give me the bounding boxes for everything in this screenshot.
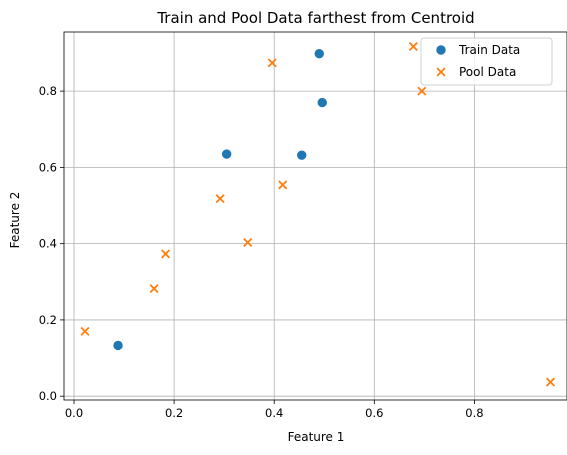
x-marker-stroke — [149, 284, 159, 294]
y-tick-label: 0.4 — [39, 237, 57, 251]
y-axis-ticks: 0.0 0.2 0.4 0.6 0.8 — [39, 84, 64, 403]
pool-data-point — [243, 237, 253, 248]
legend-label-train-data: Train Data — [458, 43, 520, 57]
pool-data-point — [417, 86, 427, 96]
x-marker-stroke — [243, 237, 253, 248]
x-marker-stroke — [408, 41, 418, 52]
legend: Train Data Pool Data — [420, 37, 553, 86]
x-marker-stroke — [545, 377, 556, 387]
x-marker-stroke — [80, 326, 90, 336]
pool-data-point — [267, 58, 277, 68]
y-tick-label: 0.6 — [39, 160, 57, 174]
x-marker-stroke — [215, 194, 225, 204]
x-tick-label: 0.6 — [365, 406, 383, 420]
pool-data-point — [545, 377, 556, 387]
train-data-point — [221, 149, 232, 159]
plot-frame — [63, 31, 567, 401]
y-tick-label: 0.8 — [39, 84, 57, 98]
pool-data-point — [80, 326, 90, 336]
x-marker-stroke — [278, 180, 288, 190]
pool-data-point — [149, 284, 159, 294]
x-marker-stroke — [417, 86, 427, 96]
pool-data-point — [161, 249, 171, 259]
x-tick-label: 0.4 — [265, 406, 283, 420]
chart-title: Train and Pool Data farthest from Centro… — [156, 9, 474, 27]
train-data-point — [314, 49, 324, 59]
legend-marker-pool-data — [436, 67, 446, 77]
x-marker-stroke — [161, 249, 171, 259]
x-marker-stroke — [267, 58, 277, 68]
grid — [64, 32, 567, 400]
train-data-point — [113, 340, 123, 351]
train-data-point — [297, 150, 307, 160]
x-axis-ticks: 0.0 0.2 0.4 0.6 0.8 — [65, 400, 484, 420]
y-tick-label: 0.2 — [39, 313, 57, 327]
pool-data-point — [408, 41, 418, 52]
pool-data-point — [215, 194, 225, 204]
y-axis-label: Feature 2 — [8, 192, 22, 249]
legend-label-pool-data: Pool Data — [459, 65, 516, 79]
legend-box — [420, 37, 553, 86]
x-marker-stroke — [436, 67, 446, 77]
legend-marker-train-data — [436, 45, 446, 55]
x-tick-label: 0.2 — [165, 406, 183, 420]
train-data-point — [317, 97, 327, 108]
x-tick-label: 0.8 — [465, 406, 483, 420]
pool-data-point — [278, 180, 288, 190]
x-axis-label: Feature 1 — [288, 430, 345, 444]
x-tick-label: 0.0 — [65, 406, 83, 420]
y-tick-label: 0.0 — [39, 389, 57, 403]
data-points — [80, 41, 556, 387]
